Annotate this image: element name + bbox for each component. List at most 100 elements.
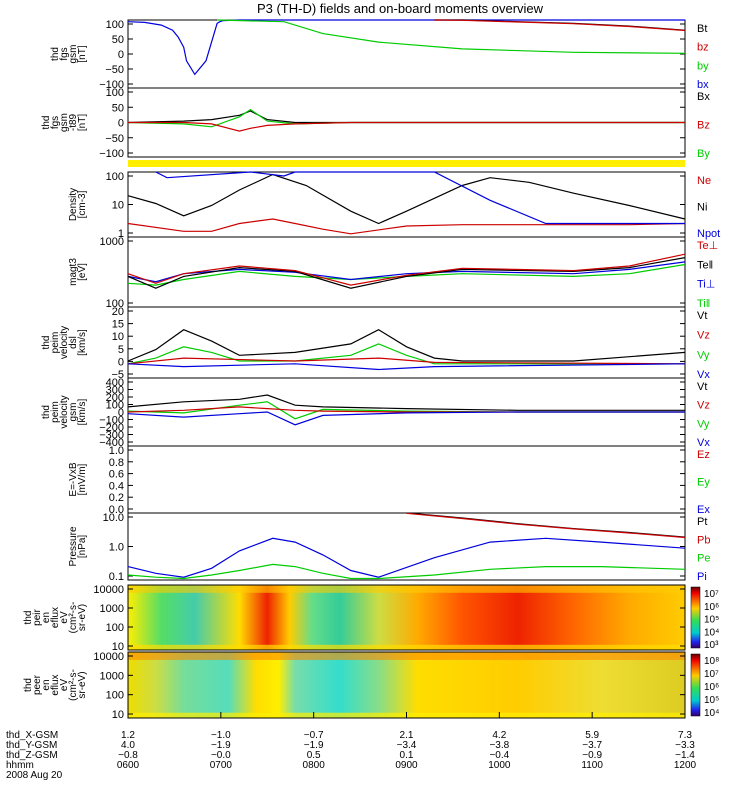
y-tick-label: −50 [105, 64, 124, 76]
legend-label: Bx [697, 91, 710, 103]
legend-label: Npot [697, 228, 720, 240]
y-axis-label: E=-VxB [68, 462, 79, 497]
spectrogram-image [128, 585, 685, 650]
y-axis-label: sr-eV) [77, 671, 88, 698]
spectrogram-top-band [128, 585, 685, 593]
legend-label: Pe [697, 553, 710, 565]
y-axis-label: thd [41, 116, 52, 130]
y-tick-label: 0.6 [109, 469, 124, 481]
legend-label: By [697, 148, 710, 160]
legend-label: Ez [697, 449, 710, 461]
y-axis-label: [nPa] [77, 535, 88, 559]
y-tick-label: 1000 [100, 670, 124, 682]
legend-label: Te⊥ [697, 240, 718, 252]
y-axis-label: dsl [68, 336, 79, 349]
x-tick-label: 4.0 [121, 740, 135, 751]
y-axis-label: en [41, 679, 52, 690]
legend-label: Bz [697, 120, 710, 132]
y-tick-label: 1 [118, 228, 124, 240]
y-axis-label: eV [59, 611, 70, 624]
legend-label: Vy [697, 349, 710, 361]
series-line-Te‖ [127, 257, 686, 289]
y-axis-label: gsm [68, 403, 79, 422]
y-axis-label: thd [50, 47, 61, 61]
legend-label: bz [697, 42, 709, 54]
y-axis-label: [km/s] [77, 398, 88, 425]
series-line-Vx [127, 411, 685, 426]
y-axis-label: sr-eV) [77, 604, 88, 631]
y-tick-label: −50 [105, 133, 124, 145]
y-tick-label: 200 [106, 392, 124, 404]
y-tick-label: 100 [106, 400, 124, 412]
x-axis-row-name: hhmm [6, 760, 34, 771]
y-axis-label: thd [41, 405, 52, 419]
y-axis-label: velocity [59, 395, 70, 428]
x-tick-label: 1.2 [121, 730, 135, 741]
y-tick-label: −100 [99, 79, 124, 91]
y-axis-label: thd [23, 678, 34, 692]
legend-label: Te‖ [697, 259, 713, 271]
x-tick-label: 7.3 [678, 730, 692, 741]
panel-frame [127, 584, 686, 651]
y-tick-label: 100 [106, 622, 124, 634]
colorbar-tick-label: 10⁷ [704, 669, 719, 680]
y-axis-label: Density [68, 188, 79, 221]
y-tick-label: 100 [106, 298, 124, 310]
x-tick-label: −0.4 [489, 750, 509, 761]
y-tick-label: 20 [112, 306, 124, 318]
y-axis-label: peim [50, 401, 61, 423]
colorbar-tick-label: 10⁶ [704, 602, 719, 613]
y-tick-label: 100 [106, 171, 124, 183]
y-tick-label: 100 [106, 690, 124, 702]
series-line-Bz [128, 121, 685, 132]
x-tick-label: −1.0 [211, 730, 231, 741]
x-tick-label: 1200 [674, 760, 697, 771]
y-tick-label: 0.4 [109, 480, 124, 492]
colorbar-tick-label: 10⁷ [704, 589, 719, 600]
spectrogram-bottom-band [128, 644, 685, 650]
y-tick-label: 0.1 [109, 571, 124, 583]
y-tick-label: 0.0 [109, 504, 124, 516]
legend-label: Vx [697, 369, 710, 381]
panel-frame [127, 171, 686, 238]
y-axis-label: thd [23, 611, 34, 625]
x-tick-label: 5.9 [585, 730, 599, 741]
legend-label: Ex [697, 504, 710, 516]
y-axis-label: Pressure [68, 526, 79, 566]
y-tick-label: 400 [106, 377, 124, 389]
legend-label: Pi [697, 571, 707, 583]
x-tick-label: −3.7 [582, 740, 602, 751]
y-axis-label: gsm [68, 45, 79, 64]
legend-label: Vt [697, 310, 707, 322]
y-axis-label: peir [32, 608, 43, 625]
y-axis-label: (cm²-s- [68, 602, 79, 634]
x-tick-label: 0700 [210, 760, 233, 771]
y-tick-label: −400 [99, 437, 124, 449]
x-tick-label: −3.3 [675, 740, 695, 751]
x-axis-row-name: thd_Z-GSM [6, 750, 58, 761]
legend-label: Pb [697, 534, 710, 546]
y-tick-label: 100 [106, 19, 124, 31]
y-tick-label: 100 [106, 87, 124, 99]
series-line-Vz [127, 357, 686, 365]
series-line-Vy [127, 343, 685, 365]
legend-label: Ey [697, 477, 710, 489]
y-axis-label: -t89 [68, 113, 79, 131]
y-tick-label: 1000 [100, 236, 124, 248]
y-axis-label: magt3 [68, 258, 79, 286]
page-title: P3 (TH-D) fields and on-board moments ov… [257, 1, 544, 16]
date-label: 2008 Aug 20 [6, 770, 63, 781]
y-axis-label: (cm²-s- [68, 669, 79, 701]
legend-label: Vx [697, 437, 710, 449]
series-line-Pi [127, 537, 686, 578]
x-tick-label: 0.1 [400, 750, 414, 761]
y-axis-label: velocity [59, 326, 70, 359]
series-line-Bt [434, 19, 686, 31]
colorbar-tick-label: 10⁴ [704, 627, 719, 638]
series-line-Te⊥ [127, 253, 686, 286]
y-axis-label: thd [41, 336, 52, 350]
y-tick-label: 0 [118, 407, 124, 419]
y-tick-label: 0 [118, 118, 124, 130]
x-tick-label: −0.0 [211, 750, 231, 761]
